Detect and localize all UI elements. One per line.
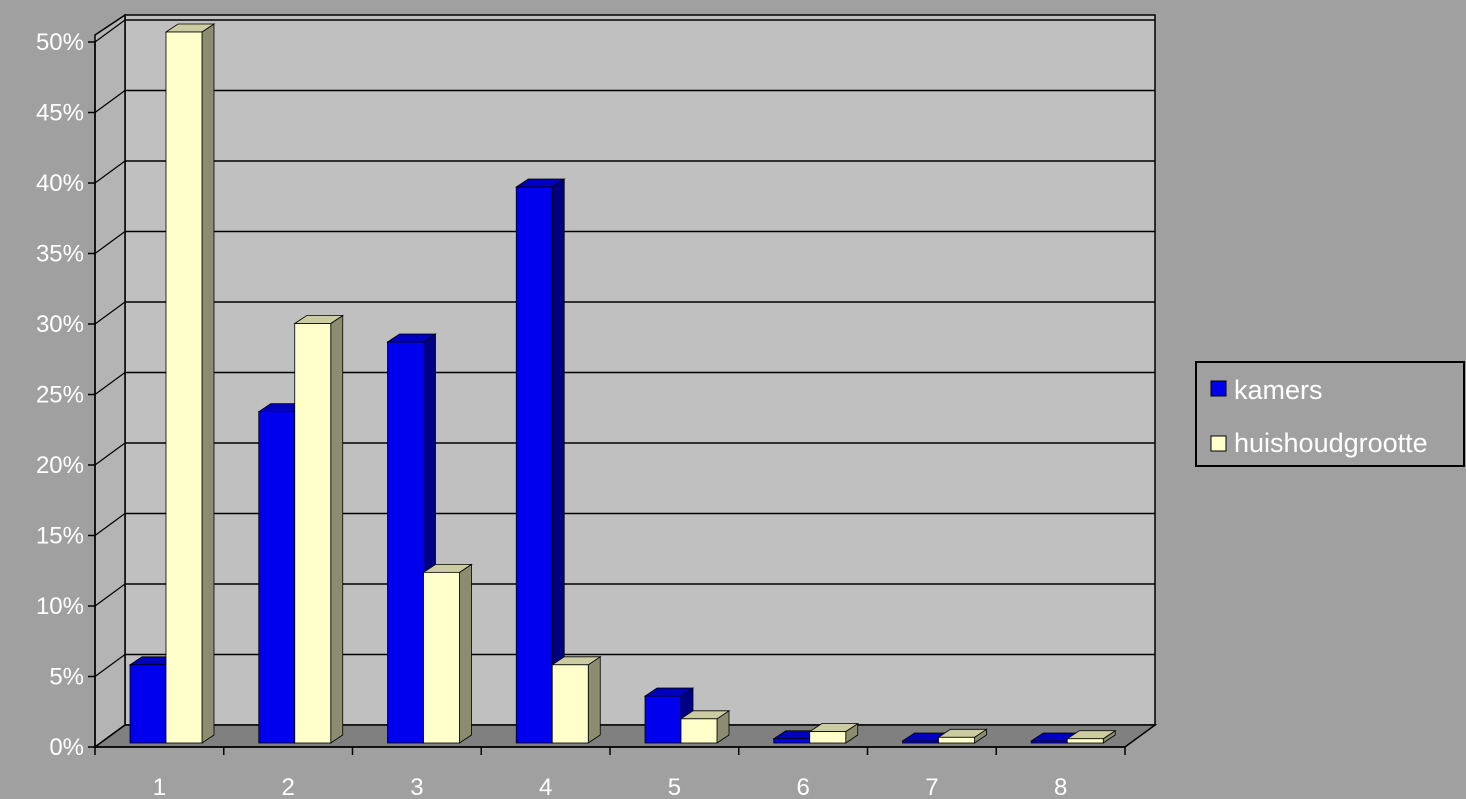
x-tick-label: 4 [539,774,552,799]
gridline-side [94,583,126,607]
bar-huishoudgrootte-8 [1065,729,1117,744]
legend-swatch-kamers [1210,380,1227,397]
y-tick-label: 5% [49,664,84,691]
bar-huishoudgrootte-6 [808,722,860,744]
y-tick-label: 45% [36,100,84,127]
gridline-side [94,654,126,677]
gridline-side [94,90,126,113]
x-axis: 1 2 3 4 5 6 7 8 [94,746,1126,799]
y-tick-label: 40% [36,170,84,197]
plot-floor [92,724,1158,748]
gridline-side [94,231,126,254]
bar-huishoudgrootte-4 [550,656,602,744]
y-tick-label: 30% [36,311,84,338]
gridline-side [94,160,126,184]
plot-side-wall [94,13,126,749]
bar-huishoudgrootte-1 [164,23,216,744]
legend: kamers huishoudgrootte [1195,361,1465,467]
legend-box [1195,361,1465,467]
legend-swatch-huishoudgrootte [1210,435,1227,452]
gridline-side [94,442,126,466]
y-tick-label: 50% [36,29,84,56]
gridline-side [94,19,126,43]
y-tick-label: 15% [36,523,84,550]
y-tick-label: 10% [36,593,84,620]
gridline-side [94,301,126,325]
gridline-side [94,372,126,395]
y-tick-label: 0% [49,734,84,761]
legend-label-kamers: kamers [1234,375,1323,405]
legend-label-huishoudgrootte: huishoudgrootte [1234,428,1428,458]
y-tick-label: 25% [36,382,84,409]
x-tick-label: 7 [925,774,938,799]
y-tick-label: 35% [36,241,84,268]
x-tick-label: 6 [796,774,809,799]
x-tick-label: 5 [668,774,681,799]
bar-kamers-4 [514,178,566,744]
y-axis: 0% 5% 10% 15% 20% 25% 30% 35% 40% 45% 50% [36,29,96,761]
bar-huishoudgrootte-5 [679,710,731,744]
bars [128,23,1117,744]
x-tick-label: 8 [1054,774,1067,799]
y-tick-label: 20% [36,452,84,479]
gridline-side [94,513,126,536]
x-tick-label: 1 [153,774,166,799]
x-tick-label: 3 [410,774,423,799]
bar-huishoudgrootte-3 [422,563,473,744]
bar-huishoudgrootte-7 [937,728,988,744]
bar-huishoudgrootte-2 [293,314,345,744]
x-tick-label: 2 [281,774,294,799]
